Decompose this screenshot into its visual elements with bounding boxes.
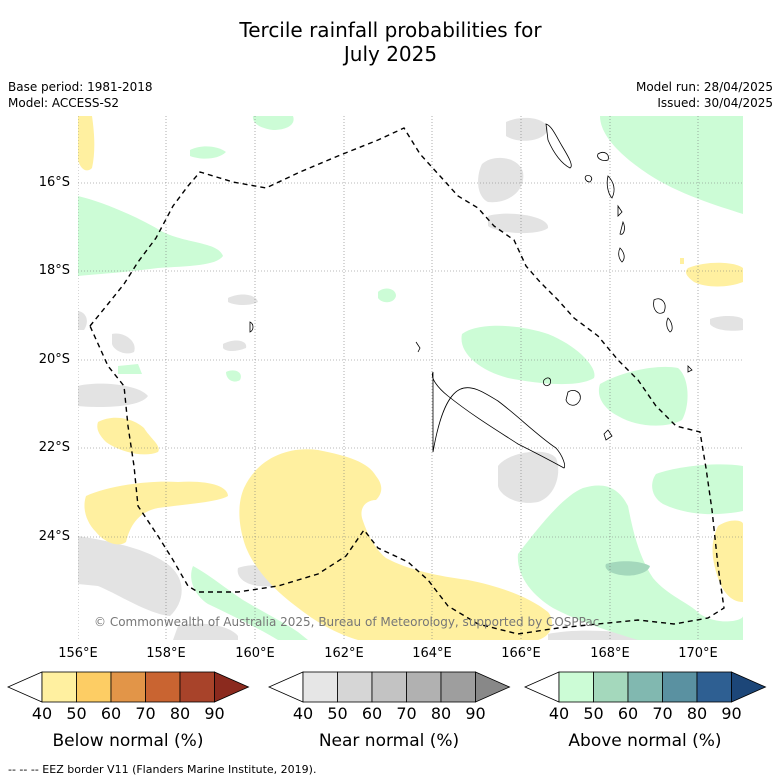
colorbar-0-upper-extend — [214, 671, 250, 703]
colorbar-tick-label: 40 — [548, 704, 570, 723]
lat-label-24s: 24°S — [38, 529, 70, 544]
colorbar-1-segment — [337, 671, 373, 703]
colorbar-1-segment — [406, 671, 442, 703]
colorbar-2-segment — [627, 671, 663, 703]
colorbar-1-segment — [302, 671, 338, 703]
eez-border-note: -- -- -- EEZ border V11 (Flanders Marine… — [8, 763, 317, 776]
colorbar-1-lower-extend — [268, 671, 304, 703]
colorbar-tick-label: 90 — [465, 704, 486, 723]
title-line-2: July 2025 — [343, 42, 438, 66]
colorbar-2-upper-extend — [731, 671, 767, 703]
meta-right: Model run: 28/04/2025 Issued: 30/04/2025 — [636, 79, 773, 111]
colorbar-2-segment — [662, 671, 698, 703]
graticule — [78, 116, 743, 640]
base-period: Base period: 1981-2018 — [8, 80, 153, 94]
above-normal-regions — [78, 116, 743, 640]
copyright-notice: © Commonwealth of Australia 2025, Bureau… — [94, 615, 599, 629]
colorbar-legend — [7, 671, 767, 703]
meta-left: Base period: 1981-2018 Model: ACCESS-S2 — [8, 79, 153, 111]
lon-label-158e: 158°E — [146, 646, 186, 661]
model-name: Model: ACCESS-S2 — [8, 96, 120, 110]
colorbar-tick-label: 60 — [100, 704, 122, 723]
colorbar-1-upper-extend — [475, 671, 511, 703]
colorbar-tick-label: 80 — [169, 704, 191, 723]
issued-date: Issued: 30/04/2025 — [657, 96, 773, 110]
colorbar-0-segment — [145, 671, 181, 703]
probability-map: © Commonwealth of Australia 2025, Bureau… — [78, 116, 743, 640]
colorbar-tick-label: 60 — [361, 704, 383, 723]
colorbar-tick-label: 60 — [617, 704, 639, 723]
colorbar-0-segment — [179, 671, 215, 703]
colorbar-2-segment — [696, 671, 732, 703]
coastlines — [249, 123, 693, 469]
colorbar-title-near: Near normal (%) — [318, 731, 460, 751]
colorbar-2-lower-extend — [524, 671, 560, 703]
below-normal-regions — [78, 116, 743, 640]
lat-label-22s: 22°S — [38, 440, 70, 455]
model-run: Model run: 28/04/2025 — [635, 80, 773, 94]
lon-label-164e: 164°E — [412, 646, 452, 661]
lat-label-20s: 20°S — [38, 352, 70, 367]
colorbar-tick-label: 80 — [686, 704, 708, 723]
colorbar-tick-label: 40 — [292, 704, 314, 723]
lat-label-16s: 16°S — [38, 175, 70, 190]
colorbar-tick-label: 50 — [327, 704, 348, 723]
colorbar-tick-label: 40 — [31, 704, 53, 723]
title-line-1: Tercile rainfall probabilities for — [239, 18, 542, 42]
colorbar-0-segment — [41, 671, 77, 703]
eez-border — [89, 127, 725, 635]
colorbar-1-segment — [440, 671, 476, 703]
colorbar-tick-label: 70 — [652, 704, 673, 723]
colorbar-0-lower-extend — [7, 671, 43, 703]
colorbar-2-segment — [558, 671, 594, 703]
colorbar-above-normal — [524, 671, 767, 703]
colorbar-0-segment — [110, 671, 146, 703]
colorbar-tick-label: 80 — [430, 704, 452, 723]
colorbar-near-normal — [268, 671, 511, 703]
lon-label-156e: 156°E — [58, 646, 98, 661]
map-title: Tercile rainfall probabilities for July … — [0, 18, 781, 66]
lon-label-160e: 160°E — [235, 646, 275, 661]
colorbar-2-segment — [593, 671, 629, 703]
colorbar-tick-label: 70 — [135, 704, 156, 723]
colorbar-tick-label: 50 — [66, 704, 87, 723]
colorbar-below-normal — [7, 671, 250, 703]
colorbar-1-segment — [371, 671, 407, 703]
lon-label-168e: 168°E — [590, 646, 630, 661]
colorbar-tick-label: 70 — [396, 704, 417, 723]
colorbar-title-below: Below normal (%) — [52, 731, 204, 751]
colorbar-tick-label: 90 — [204, 704, 225, 723]
colorbar-tick-label: 50 — [583, 704, 604, 723]
colorbar-0-segment — [76, 671, 112, 703]
lon-label-162e: 162°E — [324, 646, 364, 661]
colorbar-title-above: Above normal (%) — [568, 731, 722, 751]
lat-label-18s: 18°S — [38, 263, 70, 278]
lon-label-170e: 170°E — [678, 646, 718, 661]
lon-label-166e: 166°E — [501, 646, 541, 661]
above-normal-50-patch — [605, 561, 650, 576]
colorbar-tick-label: 90 — [721, 704, 742, 723]
